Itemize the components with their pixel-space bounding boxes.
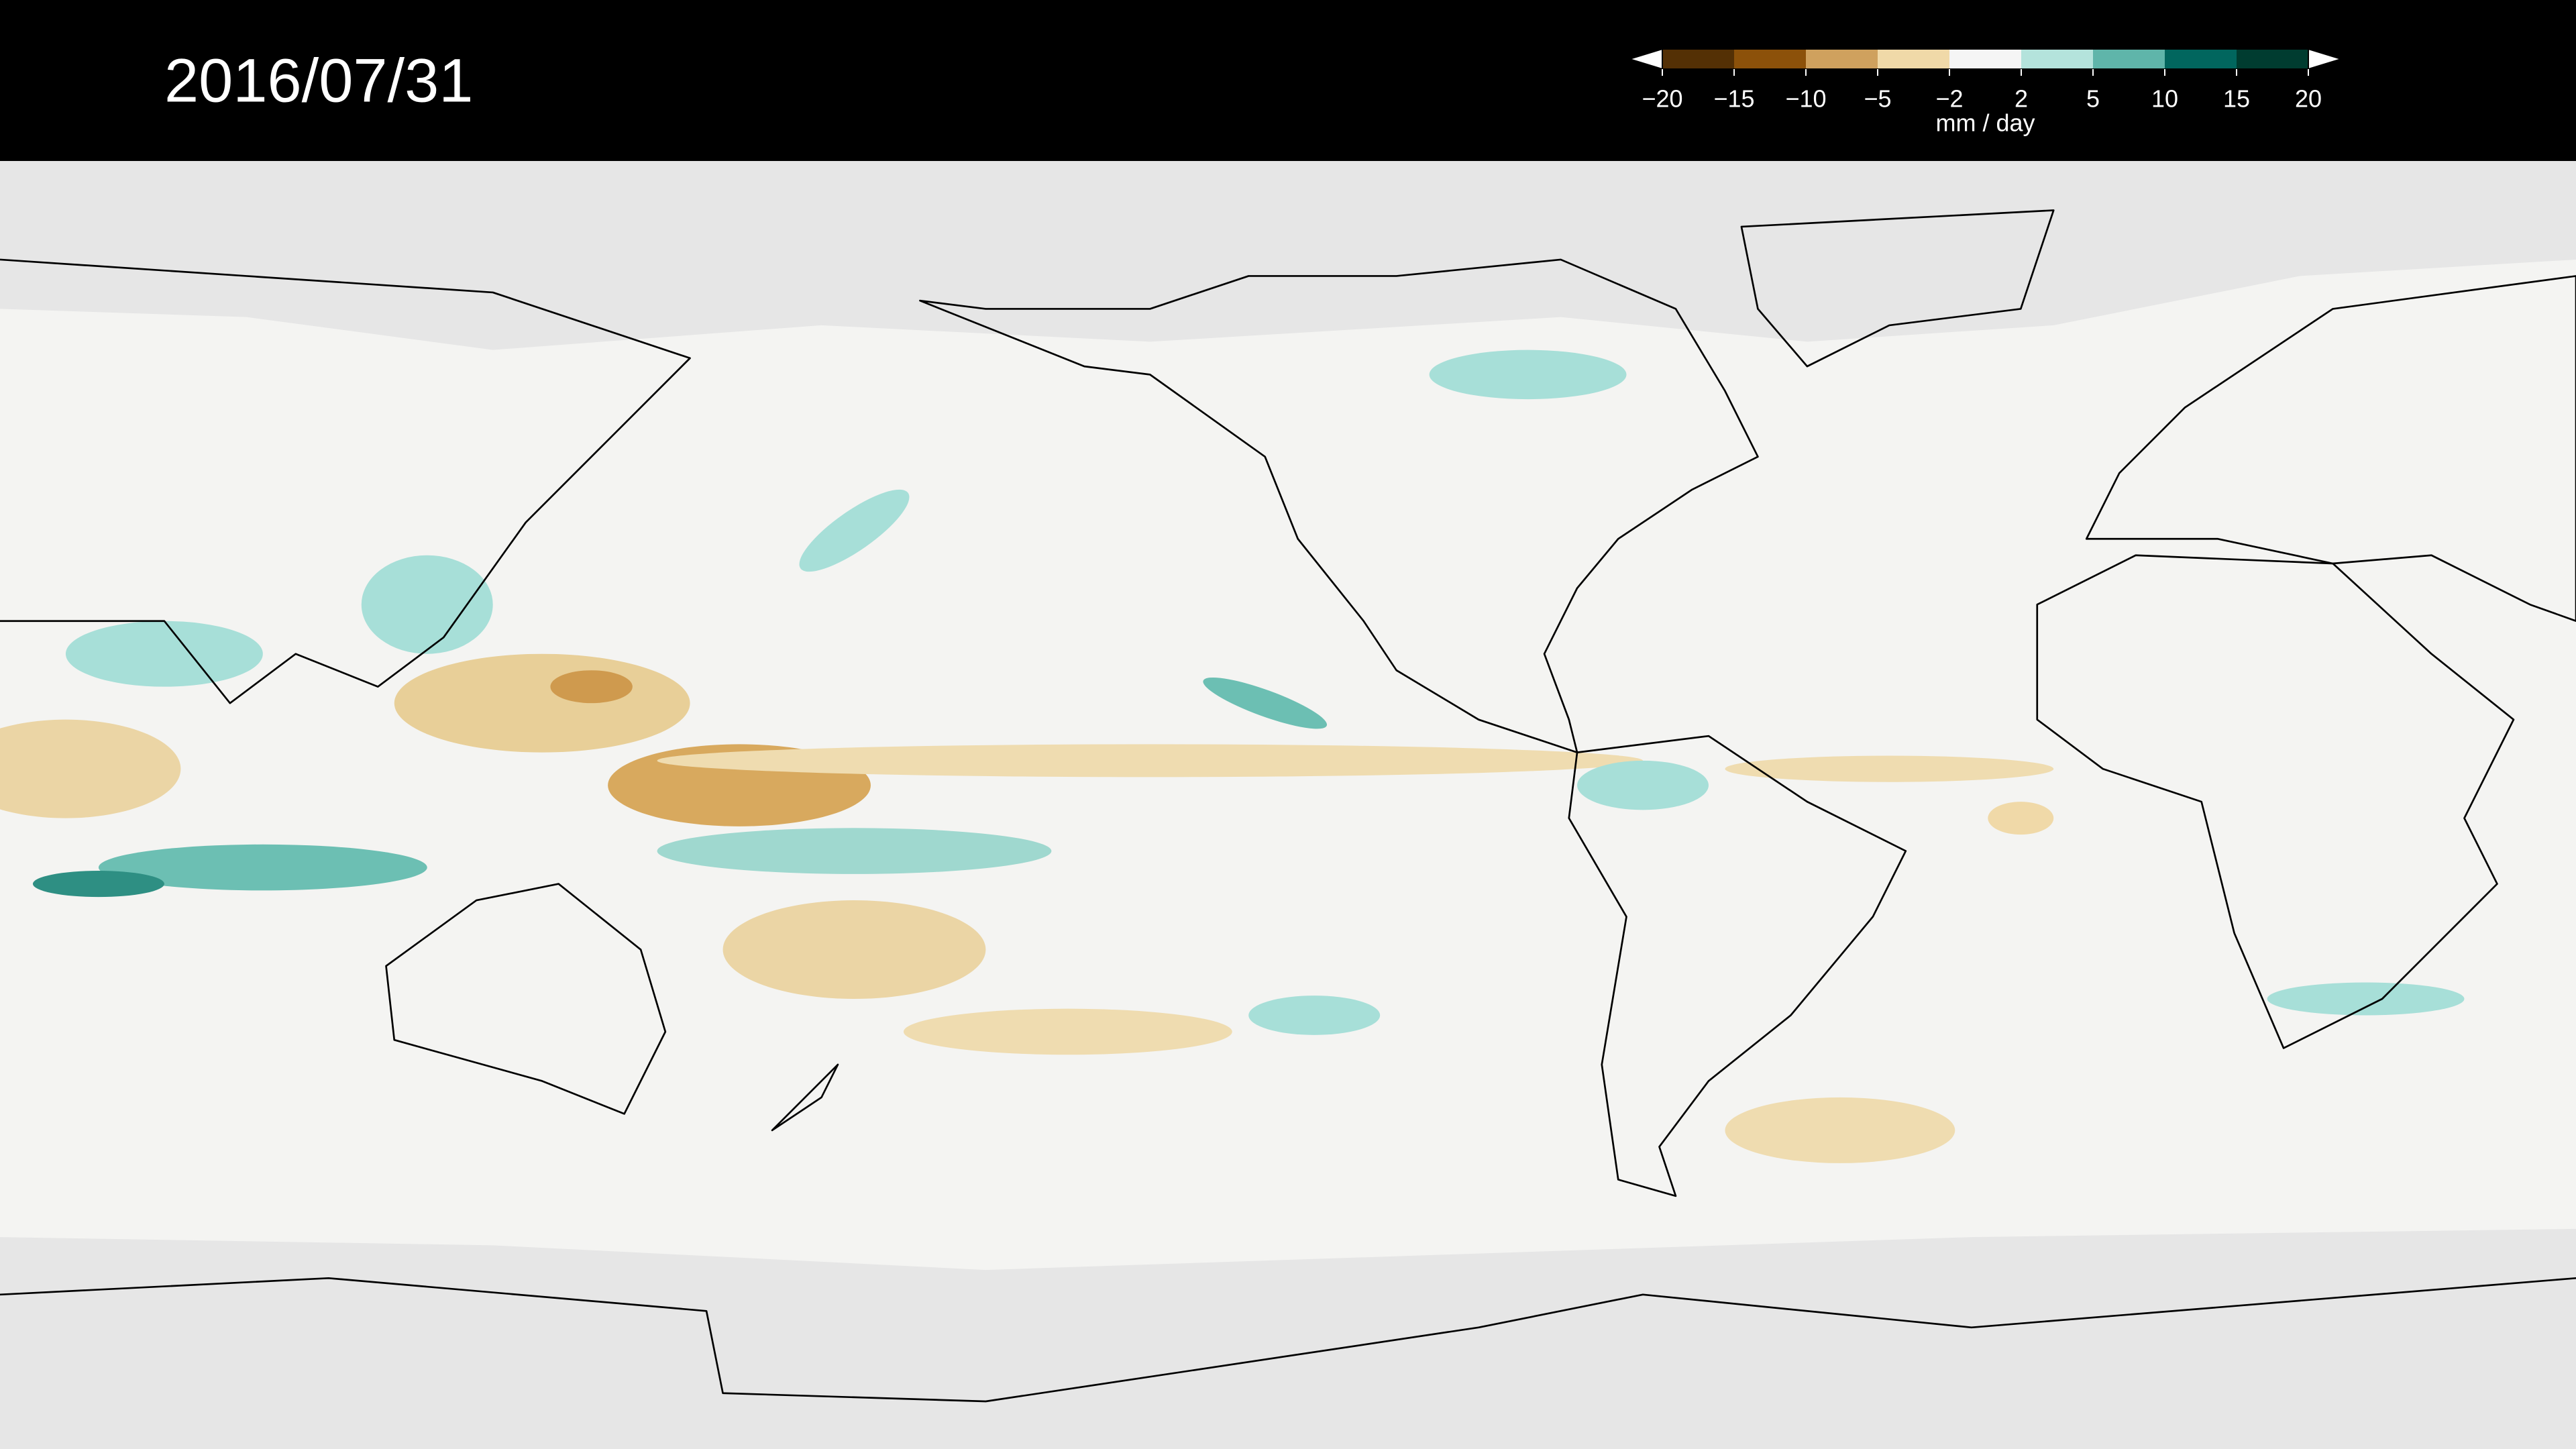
colorbar-tick-label: −5 <box>1864 85 1891 113</box>
colorbar-segment <box>1662 49 1734 69</box>
colorbar-tick-label: 20 <box>2295 85 2322 113</box>
coastlines <box>0 209 2576 1403</box>
colorbar: −20 −15 −10 −5 −2 2 5 10 15 20 mm / day <box>1627 48 2344 137</box>
colorbar-segment <box>2165 49 2237 69</box>
colorbar-segment <box>2093 49 2165 69</box>
map <box>0 161 2576 1449</box>
colorbar-tick-label: 2 <box>2015 85 2028 113</box>
colorbar-tick-label: 5 <box>2086 85 2100 113</box>
colorbar-tick-label: −20 <box>1642 85 1682 113</box>
anomaly-field <box>0 350 2465 1163</box>
colorbar-segment <box>1734 49 1806 69</box>
colorbar-unit: mm / day <box>1935 109 2035 137</box>
colorbar-tick-label: −15 <box>1713 85 1754 113</box>
colorbar-segment <box>1806 49 1878 69</box>
colorbar-tick-label: 10 <box>2151 85 2178 113</box>
colorbar-tick-label: 15 <box>2223 85 2250 113</box>
colorbar-segment <box>2237 49 2308 69</box>
colorbar-segment <box>1878 49 1949 69</box>
date-title: 2016/07/31 <box>164 46 473 115</box>
colorbar-tick-label: −2 <box>1935 85 1963 113</box>
colorbar-frame <box>1662 48 2309 70</box>
colorbar-tick-label: −10 <box>1785 85 1826 113</box>
colorbar-segment <box>1949 49 2021 69</box>
ocean <box>0 161 2576 1449</box>
colorbar-segment <box>2021 49 2093 69</box>
polar-mask <box>0 161 2576 350</box>
polar-mask <box>0 1228 2576 1449</box>
header-bar <box>0 0 2576 161</box>
